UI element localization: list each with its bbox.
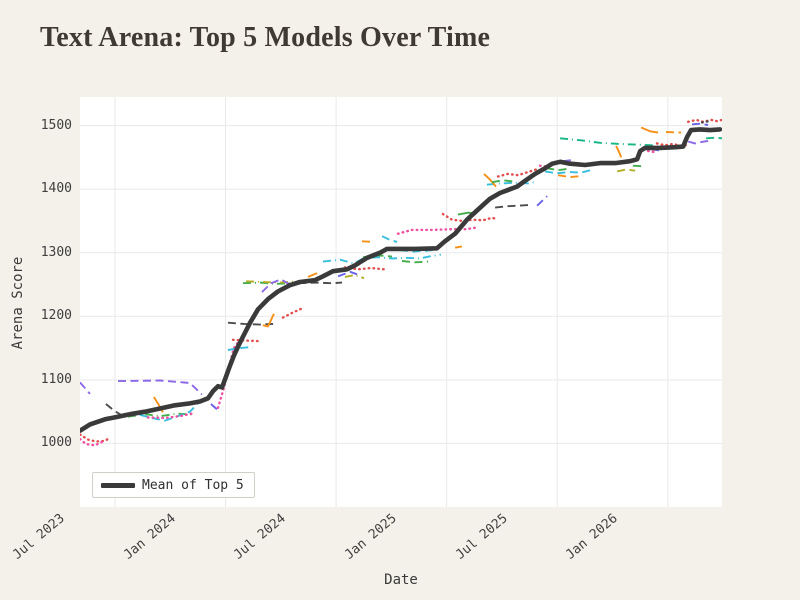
model-segment — [139, 400, 201, 422]
model-segment — [80, 433, 112, 443]
model-segment — [687, 118, 722, 123]
model-segment — [640, 126, 659, 134]
model-segment — [491, 179, 514, 184]
model-segment — [231, 338, 260, 343]
model-segment — [322, 253, 442, 265]
y-tick-label: 1300 — [40, 244, 72, 260]
model-segment — [343, 266, 386, 271]
y-tick-label: 1200 — [40, 308, 72, 324]
model-segment — [80, 381, 91, 395]
plot-area: Mean of Top 5 — [80, 97, 722, 507]
model-segment — [494, 204, 529, 209]
y-axis-title: Arena Score — [10, 256, 26, 350]
model-segment — [665, 131, 682, 134]
y-tick-label: 1000 — [40, 435, 72, 451]
model-segment — [281, 306, 305, 319]
model-segment — [227, 345, 253, 351]
model-segment — [210, 403, 220, 412]
x-axis-title: Date — [384, 572, 418, 588]
model-segment — [546, 167, 570, 172]
model-segment — [560, 137, 654, 147]
model-segment — [361, 240, 374, 243]
model-segment — [80, 437, 105, 447]
model-segment — [454, 245, 463, 249]
model-segment — [687, 139, 709, 145]
model-segment — [692, 122, 709, 126]
legend[interactable]: Mean of Top 5 — [92, 472, 255, 498]
model-segment — [344, 274, 365, 280]
model-segment — [655, 142, 690, 148]
model-segment — [441, 212, 499, 223]
model-segment — [401, 260, 429, 264]
chart-canvas — [80, 97, 722, 507]
model-segment — [557, 174, 584, 179]
model-segment — [298, 281, 343, 285]
model-segment — [536, 195, 548, 207]
model-segment — [261, 278, 312, 293]
model-segment — [633, 164, 644, 168]
model-segment — [396, 226, 480, 235]
model-segment — [544, 169, 592, 175]
chart-title: Text Arena: Top 5 Models Over Time — [40, 22, 491, 53]
model-segment — [307, 272, 318, 278]
model-segment — [616, 168, 636, 173]
y-tick-label: 1100 — [40, 371, 72, 387]
model-segment — [262, 313, 275, 328]
model-segment — [700, 120, 711, 124]
model-segment — [496, 168, 538, 178]
model-segment — [483, 173, 497, 188]
model-segment — [615, 145, 623, 158]
model-segment — [381, 235, 398, 243]
model-segment — [146, 411, 197, 420]
y-tick-label: 1400 — [40, 181, 72, 197]
model-segment — [117, 379, 203, 396]
model-segment — [105, 403, 123, 417]
model-segment — [227, 321, 274, 326]
y-tick-label: 1500 — [40, 117, 72, 133]
model-segment — [127, 412, 196, 418]
model-segment — [337, 270, 358, 278]
model-segment — [706, 136, 722, 140]
model-segment — [242, 281, 293, 285]
model-segment — [646, 149, 658, 154]
legend-label: Mean of Top 5 — [142, 477, 244, 493]
mean-line — [80, 127, 722, 434]
legend-line-swatch — [101, 482, 135, 488]
